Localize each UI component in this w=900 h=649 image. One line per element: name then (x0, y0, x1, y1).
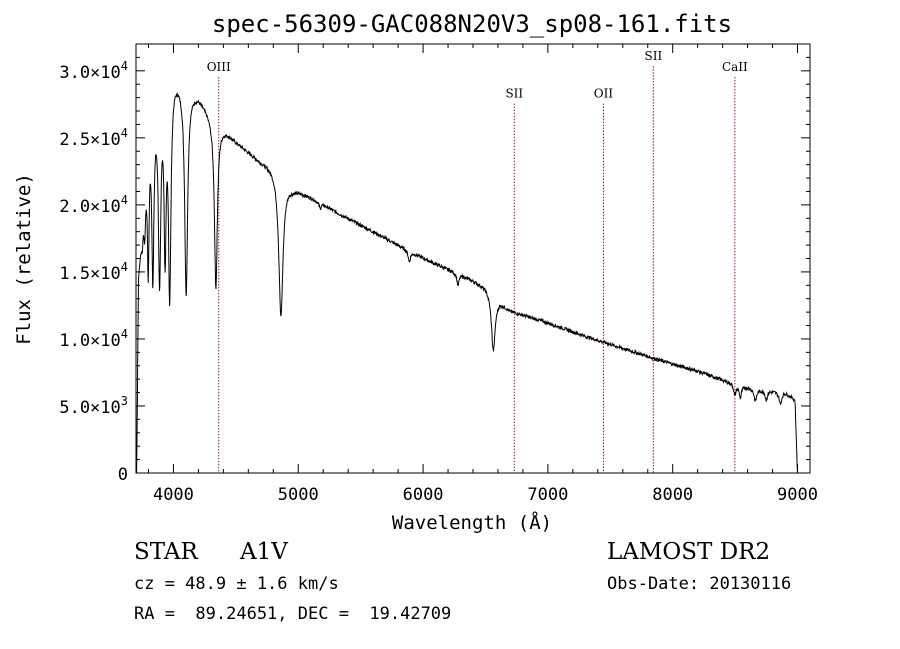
x-tick-label: 8000 (652, 485, 693, 505)
y-tick-label: 1.5×104 (59, 260, 128, 284)
y-tick-label: 2.0×104 (59, 193, 128, 217)
x-tick-label: 5000 (278, 485, 319, 505)
x-axis-label: Wavelength (Å) (392, 511, 552, 534)
x-tick-label: 9000 (777, 485, 818, 505)
survey-name: LAMOST DR2 (607, 539, 771, 565)
y-tick-label: 0 (118, 465, 128, 485)
object-type: STAR (134, 539, 198, 565)
emission-line-label: SII (645, 49, 663, 63)
x-tick-label: 4000 (153, 485, 194, 505)
x-tick-label: 7000 (527, 485, 568, 505)
y-tick-label: 5.0×103 (59, 394, 128, 418)
y-tick-label: 1.0×104 (59, 327, 128, 351)
y-tick-label: 3.0×104 (59, 59, 128, 83)
spectrum-line (136, 92, 798, 474)
chart-title: spec-56309-GAC088N20V3_sp08-161.fits (212, 10, 732, 38)
emission-line-label: SII (505, 87, 523, 101)
x-axis: 4000 5000 6000 7000 8000 9000 (147, 44, 818, 505)
coordinates: RA = 89.24651, DEC = 19.42709 (134, 604, 452, 624)
emission-line-label: OIII (207, 60, 231, 74)
y-axis: 0 5.0×103 1.0×104 1.5×104 2.0×104 2.5×104 3.0×… (59, 56, 810, 485)
redshift-cz: cz = 48.9 ± 1.6 km/s (134, 574, 339, 594)
emission-line-label: CaII (722, 60, 748, 74)
x-tick-label: 6000 (403, 485, 444, 505)
emission-line-markers: OIII SII OII SII CaII (207, 49, 748, 473)
emission-line-label: OII (594, 87, 614, 101)
y-tick-label: 2.5×104 (59, 126, 128, 150)
plot-frame (135, 43, 811, 474)
y-axis-label: Flux (relative) (13, 173, 35, 345)
observation-date: Obs-Date: 20130116 (607, 574, 792, 594)
object-subclass: A1V (240, 539, 288, 565)
